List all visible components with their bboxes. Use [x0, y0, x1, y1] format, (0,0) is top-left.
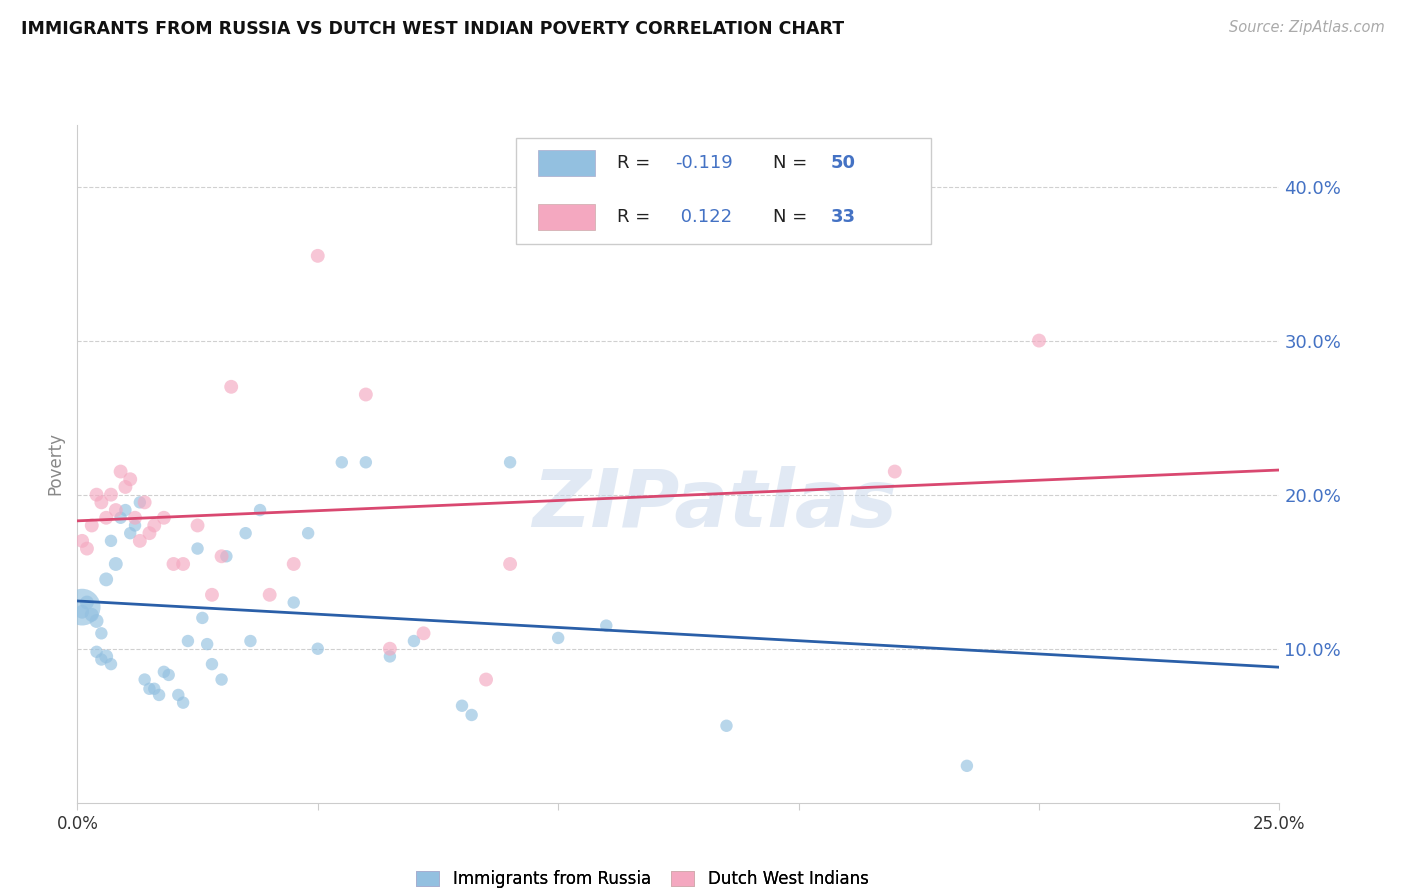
Point [86, 488, 108, 502]
Point [595, 618, 617, 632]
Point [354, 455, 377, 469]
Point [153, 510, 176, 524]
Text: N =: N = [773, 153, 813, 172]
Point [76, 541, 98, 556]
Point [378, 641, 401, 656]
Point [80, 607, 103, 622]
Point [259, 588, 281, 602]
Point [100, 533, 122, 548]
Point [883, 465, 905, 479]
Point [547, 631, 569, 645]
Point [330, 455, 353, 469]
Point [1028, 334, 1050, 348]
Point [70, 605, 93, 619]
Point [235, 526, 257, 541]
Point [172, 696, 194, 710]
Text: R =: R = [617, 208, 657, 226]
Point [76, 595, 98, 609]
Point [187, 518, 209, 533]
Point [354, 387, 377, 401]
Point [157, 668, 180, 682]
Point [114, 503, 136, 517]
Text: 0.122: 0.122 [675, 208, 733, 226]
Point [153, 665, 176, 679]
Point [162, 557, 184, 571]
Point [172, 557, 194, 571]
Point [195, 637, 218, 651]
Point [249, 503, 271, 517]
Text: IMMIGRANTS FROM RUSSIA VS DUTCH WEST INDIAN POVERTY CORRELATION CHART: IMMIGRANTS FROM RUSSIA VS DUTCH WEST IND… [21, 20, 844, 37]
Point [211, 673, 233, 687]
Point [86, 614, 108, 628]
Point [80, 518, 103, 533]
Point [70, 600, 93, 615]
Text: R =: R = [617, 153, 657, 172]
Text: -0.119: -0.119 [675, 153, 733, 172]
Point [167, 688, 190, 702]
Point [138, 681, 160, 696]
Point [100, 657, 122, 672]
Point [451, 698, 474, 713]
Point [956, 759, 979, 773]
Point [134, 495, 156, 509]
Point [134, 673, 156, 687]
Point [96, 510, 118, 524]
Text: Source: ZipAtlas.com: Source: ZipAtlas.com [1229, 20, 1385, 35]
Point [96, 573, 118, 587]
Point [716, 719, 738, 733]
FancyBboxPatch shape [516, 138, 931, 244]
FancyBboxPatch shape [537, 150, 596, 176]
Point [412, 626, 434, 640]
Text: ZIPatlas: ZIPatlas [531, 466, 897, 543]
Point [90, 495, 112, 509]
Text: 33: 33 [831, 208, 856, 226]
Point [143, 681, 166, 696]
Point [283, 595, 305, 609]
Point [283, 557, 305, 571]
Y-axis label: Poverty: Poverty [46, 433, 65, 495]
Point [191, 611, 214, 625]
Point [215, 549, 238, 564]
Point [378, 649, 401, 664]
Point [219, 380, 242, 394]
Point [104, 557, 127, 571]
Point [297, 526, 319, 541]
Point [128, 495, 150, 509]
Point [104, 503, 127, 517]
Point [187, 541, 209, 556]
Point [86, 645, 108, 659]
Legend: Immigrants from Russia, Dutch West Indians: Immigrants from Russia, Dutch West India… [408, 862, 877, 892]
Point [120, 526, 142, 541]
Point [100, 488, 122, 502]
Point [143, 518, 166, 533]
Text: 50: 50 [831, 153, 856, 172]
Point [70, 533, 93, 548]
Point [114, 480, 136, 494]
Point [124, 510, 146, 524]
Point [128, 533, 150, 548]
Point [138, 526, 160, 541]
Point [201, 657, 224, 672]
Point [307, 249, 329, 263]
Point [499, 557, 522, 571]
FancyBboxPatch shape [537, 204, 596, 230]
Point [110, 510, 132, 524]
Point [148, 688, 170, 702]
Point [402, 634, 425, 648]
Point [120, 472, 142, 486]
Point [307, 641, 329, 656]
Point [110, 465, 132, 479]
Point [211, 549, 233, 564]
Point [177, 634, 200, 648]
Point [460, 708, 482, 723]
Point [499, 455, 522, 469]
Point [90, 652, 112, 666]
Point [201, 588, 224, 602]
Point [475, 673, 498, 687]
Point [124, 518, 146, 533]
Point [90, 626, 112, 640]
Text: N =: N = [773, 208, 813, 226]
Point [239, 634, 262, 648]
Point [96, 649, 118, 664]
